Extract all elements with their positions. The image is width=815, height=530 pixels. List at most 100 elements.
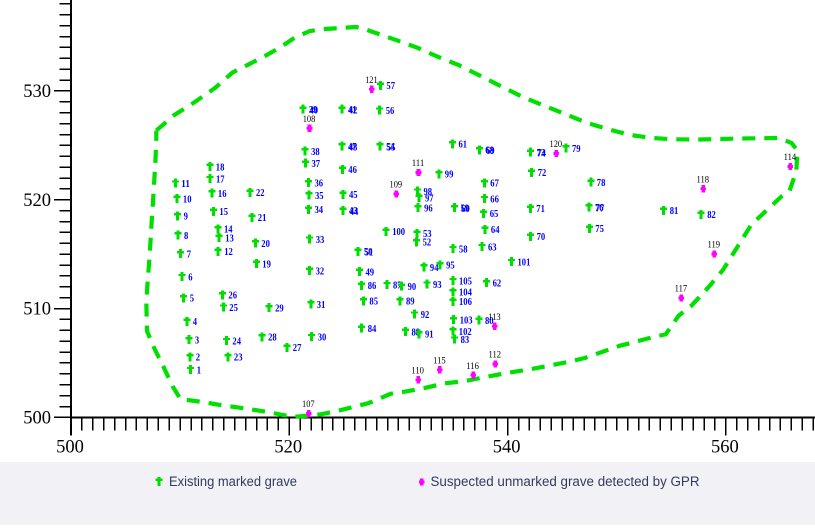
svg-text:54: 54	[386, 141, 395, 153]
svg-text:27: 27	[293, 342, 302, 354]
svg-text:117: 117	[675, 285, 688, 295]
svg-text:71: 71	[536, 203, 545, 215]
svg-text:5: 5	[190, 293, 195, 305]
svg-text:58: 58	[459, 243, 468, 255]
svg-text:107: 107	[302, 400, 315, 410]
svg-text:98: 98	[424, 186, 433, 198]
svg-text:67: 67	[490, 178, 499, 190]
svg-text:12: 12	[224, 246, 233, 258]
svg-text:43: 43	[349, 205, 358, 217]
svg-text:119: 119	[708, 241, 721, 251]
svg-text:40: 40	[310, 105, 319, 117]
svg-text:Existing marked grave: Existing marked grave	[169, 474, 297, 489]
svg-text:92: 92	[421, 309, 430, 321]
svg-text:99: 99	[445, 169, 454, 181]
svg-text:80: 80	[485, 315, 494, 327]
svg-text:51: 51	[365, 247, 374, 259]
svg-text:520: 520	[274, 438, 302, 458]
svg-text:26: 26	[228, 290, 237, 302]
svg-text:36: 36	[315, 178, 324, 190]
svg-text:47: 47	[348, 141, 357, 153]
svg-text:19: 19	[262, 258, 271, 270]
svg-text:61: 61	[459, 139, 468, 151]
svg-text:72: 72	[538, 167, 547, 179]
svg-text:41: 41	[348, 104, 357, 116]
svg-text:24: 24	[232, 335, 241, 347]
svg-text:115: 115	[433, 356, 446, 366]
svg-text:44: 44	[350, 206, 359, 218]
svg-text:16: 16	[218, 188, 227, 200]
svg-text:21: 21	[258, 212, 267, 224]
svg-text:53: 53	[423, 228, 432, 240]
svg-text:84: 84	[368, 323, 377, 335]
svg-text:6: 6	[188, 271, 193, 283]
svg-text:110: 110	[411, 366, 424, 376]
svg-text:15: 15	[219, 206, 228, 218]
svg-text:52: 52	[423, 237, 432, 249]
svg-text:100: 100	[392, 226, 405, 238]
svg-text:42: 42	[349, 105, 358, 117]
svg-text:39: 39	[309, 104, 318, 116]
svg-text:85: 85	[369, 296, 378, 308]
svg-text:106: 106	[459, 296, 472, 308]
svg-text:9: 9	[184, 211, 189, 223]
svg-text:103: 103	[460, 315, 473, 327]
svg-text:93: 93	[433, 279, 442, 291]
svg-text:7: 7	[187, 249, 192, 261]
svg-text:60: 60	[461, 203, 470, 215]
svg-text:10: 10	[183, 193, 192, 205]
svg-text:34: 34	[315, 204, 324, 216]
svg-text:94: 94	[430, 262, 439, 274]
svg-text:49: 49	[366, 266, 375, 278]
svg-text:2: 2	[196, 352, 201, 364]
svg-text:31: 31	[317, 299, 326, 311]
svg-text:8: 8	[184, 230, 189, 242]
svg-text:560: 560	[711, 438, 739, 458]
svg-text:91: 91	[425, 329, 434, 341]
svg-text:38: 38	[311, 146, 320, 158]
svg-text:500: 500	[56, 438, 84, 458]
svg-text:17: 17	[216, 173, 225, 185]
svg-text:113: 113	[488, 313, 501, 323]
svg-text:33: 33	[316, 234, 325, 246]
svg-text:25: 25	[229, 302, 238, 314]
svg-text:13: 13	[225, 232, 234, 244]
svg-text:120: 120	[550, 140, 563, 150]
svg-text:48: 48	[349, 141, 358, 153]
svg-text:20: 20	[261, 238, 270, 250]
svg-text:105: 105	[459, 275, 472, 287]
svg-text:37: 37	[312, 158, 321, 170]
svg-text:97: 97	[425, 192, 434, 204]
svg-text:22: 22	[256, 187, 265, 199]
svg-text:112: 112	[489, 351, 502, 361]
svg-text:76: 76	[595, 202, 604, 214]
svg-text:32: 32	[316, 265, 325, 277]
svg-text:29: 29	[275, 303, 284, 315]
svg-text:510: 510	[23, 300, 51, 320]
svg-text:116: 116	[466, 362, 479, 372]
svg-text:63: 63	[488, 241, 497, 253]
svg-text:11: 11	[181, 178, 190, 190]
svg-text:3: 3	[195, 335, 200, 347]
svg-text:520: 520	[23, 191, 51, 211]
svg-text:1: 1	[197, 364, 201, 376]
svg-text:109: 109	[390, 181, 403, 191]
svg-text:57: 57	[386, 80, 395, 92]
svg-text:82: 82	[707, 209, 716, 221]
svg-text:50: 50	[364, 246, 373, 258]
svg-text:74: 74	[537, 148, 546, 160]
svg-text:30: 30	[318, 331, 327, 343]
svg-text:77: 77	[596, 202, 605, 214]
svg-text:59: 59	[461, 203, 470, 215]
svg-text:75: 75	[595, 223, 604, 235]
svg-text:500: 500	[23, 408, 51, 428]
svg-text:102: 102	[459, 326, 472, 338]
svg-text:18: 18	[216, 161, 225, 173]
svg-text:95: 95	[446, 260, 455, 272]
svg-text:62: 62	[493, 278, 502, 290]
svg-text:79: 79	[572, 143, 581, 155]
svg-text:121: 121	[365, 76, 378, 86]
svg-text:73: 73	[537, 147, 546, 159]
svg-text:Suspected unmarked grave detec: Suspected unmarked grave detected by GPR	[431, 474, 700, 489]
svg-text:111: 111	[412, 159, 425, 169]
